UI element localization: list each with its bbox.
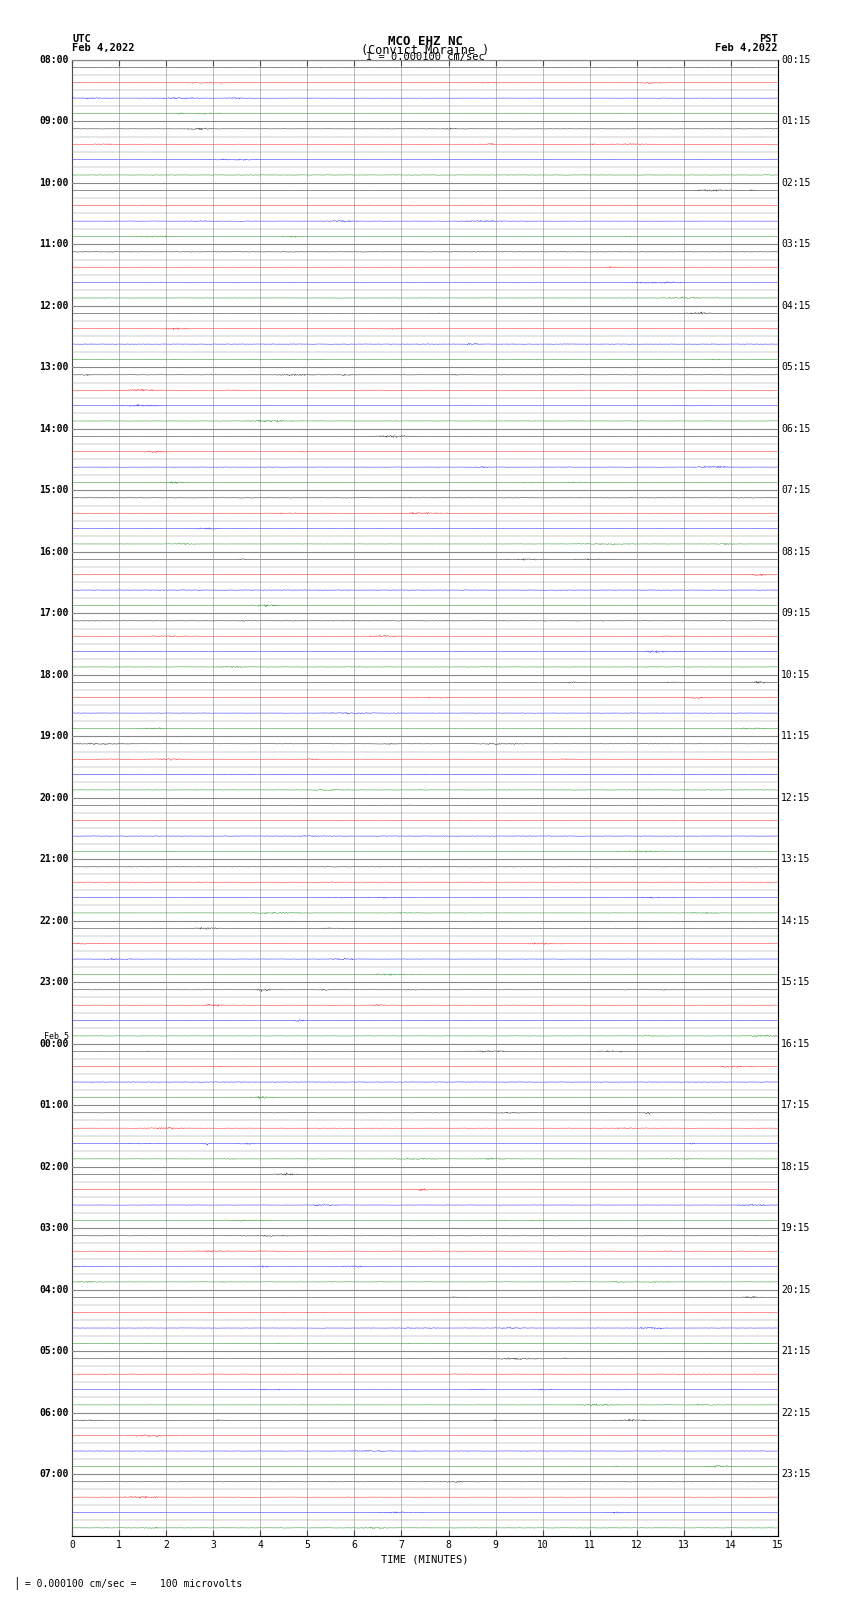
Text: 08:00: 08:00 [39, 55, 69, 65]
Text: Feb 5: Feb 5 [43, 1032, 69, 1042]
Text: 10:00: 10:00 [39, 177, 69, 187]
Text: 00:00: 00:00 [39, 1039, 69, 1048]
Text: 15:15: 15:15 [781, 977, 811, 987]
Text: 11:15: 11:15 [781, 731, 811, 740]
Text: 21:15: 21:15 [781, 1347, 811, 1357]
Text: 10:15: 10:15 [781, 669, 811, 679]
Text: 23:00: 23:00 [39, 977, 69, 987]
Text: 06:00: 06:00 [39, 1408, 69, 1418]
Text: │: │ [13, 1578, 20, 1590]
Text: 04:15: 04:15 [781, 300, 811, 311]
Text: 13:15: 13:15 [781, 855, 811, 865]
Text: 22:15: 22:15 [781, 1408, 811, 1418]
Text: 18:00: 18:00 [39, 669, 69, 679]
Text: PST: PST [759, 34, 778, 44]
Text: 03:15: 03:15 [781, 239, 811, 248]
Text: MCO EHZ NC: MCO EHZ NC [388, 35, 462, 48]
Text: 07:15: 07:15 [781, 486, 811, 495]
Text: 01:15: 01:15 [781, 116, 811, 126]
Text: 17:15: 17:15 [781, 1100, 811, 1110]
Text: 11:00: 11:00 [39, 239, 69, 248]
Text: 21:00: 21:00 [39, 855, 69, 865]
Text: (Convict Moraine ): (Convict Moraine ) [361, 44, 489, 56]
Text: 05:15: 05:15 [781, 363, 811, 373]
Text: 17:00: 17:00 [39, 608, 69, 618]
Text: 12:00: 12:00 [39, 300, 69, 311]
Text: 05:00: 05:00 [39, 1347, 69, 1357]
Text: 16:15: 16:15 [781, 1039, 811, 1048]
Text: 14:00: 14:00 [39, 424, 69, 434]
Text: 04:00: 04:00 [39, 1284, 69, 1295]
Text: I = 0.000100 cm/sec: I = 0.000100 cm/sec [366, 52, 484, 63]
Text: 19:15: 19:15 [781, 1223, 811, 1232]
Text: 15:00: 15:00 [39, 486, 69, 495]
Text: Feb 4,2022: Feb 4,2022 [72, 42, 135, 53]
Text: UTC: UTC [72, 34, 91, 44]
Text: 23:15: 23:15 [781, 1469, 811, 1479]
Text: 08:15: 08:15 [781, 547, 811, 556]
Text: 02:15: 02:15 [781, 177, 811, 187]
Text: 16:00: 16:00 [39, 547, 69, 556]
Text: 09:15: 09:15 [781, 608, 811, 618]
Text: 14:15: 14:15 [781, 916, 811, 926]
X-axis label: TIME (MINUTES): TIME (MINUTES) [382, 1555, 468, 1565]
Text: 22:00: 22:00 [39, 916, 69, 926]
Text: 01:00: 01:00 [39, 1100, 69, 1110]
Text: 20:00: 20:00 [39, 792, 69, 803]
Text: 03:00: 03:00 [39, 1223, 69, 1232]
Text: 12:15: 12:15 [781, 792, 811, 803]
Text: 19:00: 19:00 [39, 731, 69, 740]
Text: Feb 4,2022: Feb 4,2022 [715, 42, 778, 53]
Text: = 0.000100 cm/sec =    100 microvolts: = 0.000100 cm/sec = 100 microvolts [19, 1579, 242, 1589]
Text: 06:15: 06:15 [781, 424, 811, 434]
Text: 09:00: 09:00 [39, 116, 69, 126]
Text: 07:00: 07:00 [39, 1469, 69, 1479]
Text: 00:15: 00:15 [781, 55, 811, 65]
Text: 20:15: 20:15 [781, 1284, 811, 1295]
Text: 02:00: 02:00 [39, 1161, 69, 1171]
Text: 18:15: 18:15 [781, 1161, 811, 1171]
Text: 13:00: 13:00 [39, 363, 69, 373]
